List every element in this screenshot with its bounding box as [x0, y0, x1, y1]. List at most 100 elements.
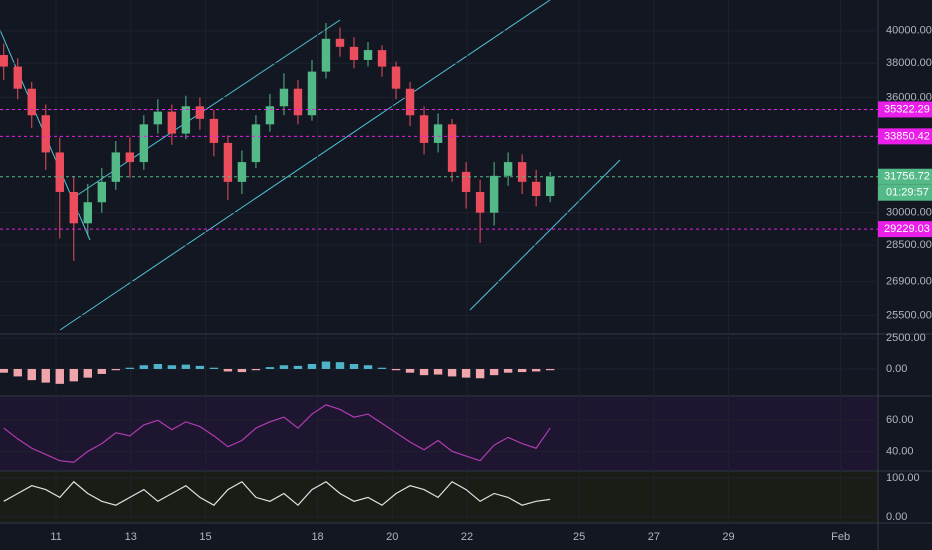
candle-body: [97, 181, 107, 203]
candle-body: [475, 191, 485, 213]
candle-body: [335, 38, 345, 47]
histogram-bar: [69, 368, 78, 382]
trend-line: [59, 0, 551, 331]
candle-body: [307, 71, 317, 116]
histogram-bar: [391, 368, 401, 371]
candle-body: [181, 106, 191, 134]
candle-body: [125, 152, 135, 163]
y-tick-label: 36000.00: [886, 91, 932, 103]
price-tag: [878, 221, 932, 238]
candle-body: [447, 124, 457, 172]
candle-body: [433, 124, 443, 143]
histogram-bar: [139, 365, 149, 369]
histogram-bar: [293, 365, 303, 369]
x-tick-label: 25: [573, 531, 585, 543]
histogram-bar: [279, 365, 289, 369]
histogram-bar: [433, 368, 443, 375]
y-tick-label: 28500.00: [886, 239, 932, 251]
x-tick-label: 18: [311, 531, 323, 543]
candle-body: [0, 54, 8, 67]
histogram-bar: [265, 367, 275, 369]
histogram-bar: [363, 365, 373, 369]
candle-body: [41, 115, 50, 153]
candle-body: [545, 176, 555, 197]
candle-body: [27, 88, 36, 116]
candle-body: [461, 171, 471, 192]
candle-body: [83, 202, 93, 224]
histogram-bar: [447, 368, 457, 377]
histogram-bar: [461, 368, 471, 378]
candle-body: [405, 88, 415, 116]
candle-body: [419, 115, 429, 143]
histogram-bar: [489, 368, 499, 376]
countdown-tag: [878, 184, 932, 201]
histogram-bar: [153, 364, 163, 369]
candle-body: [195, 106, 205, 119]
y-tick-label: 38000.00: [886, 57, 932, 69]
y-tick-label: 100.00: [886, 472, 920, 484]
y-tick-label: 30000.00: [886, 207, 932, 219]
x-tick-label: 22: [461, 531, 473, 543]
histogram-bar: [503, 368, 513, 373]
y-tick-label: 40000.00: [886, 25, 932, 37]
x-tick-label: 13: [125, 531, 137, 543]
histogram-bar: [377, 367, 387, 369]
y-tick-label: 0.00: [886, 511, 907, 523]
histogram-bar: [321, 361, 331, 369]
candle-body: [139, 124, 149, 163]
price-tag-label: 31756.72: [884, 171, 930, 183]
rsi-background: [0, 397, 878, 470]
histogram-bar: [223, 368, 233, 372]
histogram-bar: [209, 367, 219, 369]
x-tick-label: Feb: [831, 531, 850, 543]
histogram-bar: [531, 368, 541, 372]
candle-body: [349, 46, 359, 60]
candle-body: [503, 162, 513, 176]
histogram-bar: [517, 368, 527, 373]
histogram-bar: [195, 365, 205, 369]
histogram-bar: [97, 368, 107, 374]
histogram-bar: [475, 368, 485, 379]
candle-body: [153, 111, 163, 125]
histogram-bar: [83, 368, 93, 378]
candle-body: [279, 88, 289, 107]
candle-body: [13, 66, 22, 89]
countdown-label: 01:29:57: [886, 187, 929, 199]
candle-body: [251, 124, 261, 163]
y-tick-label: 26900.00: [886, 276, 932, 288]
candle-body: [377, 50, 387, 67]
indicator-line: [3, 404, 551, 463]
candle-body: [69, 191, 78, 224]
candle-body: [237, 162, 247, 182]
candle-body: [55, 152, 64, 192]
histogram-bar: [181, 364, 191, 369]
histogram-bar: [125, 367, 135, 369]
y-tick-label: 40.00: [886, 445, 914, 457]
price-tag: [878, 101, 932, 118]
histogram-bar: [237, 368, 247, 373]
x-tick-label: 20: [386, 531, 398, 543]
histogram-bar: [41, 368, 50, 383]
price-tag: [878, 128, 932, 145]
y-tick-label: 60.00: [886, 414, 914, 426]
y-tick-label: 0.00: [886, 363, 907, 375]
histogram-bar: [349, 364, 359, 369]
histogram-bar: [27, 368, 36, 381]
candle-body: [531, 181, 541, 197]
candle-body: [111, 152, 121, 182]
candle-body: [489, 175, 499, 213]
candle-body: [517, 162, 527, 182]
indicator-line: [3, 480, 551, 507]
histogram-bar: [545, 368, 555, 371]
histogram-bar: [335, 362, 345, 369]
histogram-bar: [0, 368, 8, 373]
x-tick-label: 11: [50, 531, 61, 543]
trend-line: [469, 159, 621, 311]
price-tag-label: 33850.42: [884, 130, 930, 142]
y-tick-label: 2500.00: [886, 332, 926, 344]
candle-body: [167, 111, 177, 134]
price-tag: [878, 168, 932, 185]
candle-body: [223, 142, 233, 182]
x-tick-label: 29: [722, 531, 734, 543]
